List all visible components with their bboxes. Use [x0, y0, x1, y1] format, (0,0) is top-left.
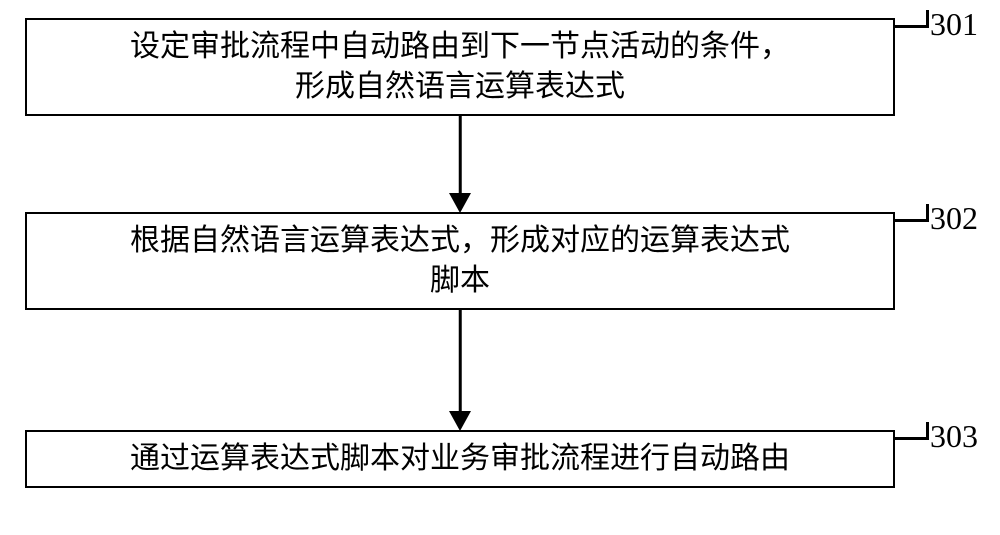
label-tick-1-v: [926, 10, 929, 27]
flow-node-2-line1: 根据自然语言运算表达式，形成对应的运算表达式: [130, 224, 790, 257]
arrow-2-3-head: [449, 411, 471, 431]
flow-node-1: 设定审批流程中自动路由到下一节点活动的条件， 形成自然语言运算表达式: [25, 18, 895, 116]
flow-node-3-text: 通过运算表达式脚本对业务审批流程进行自动路由: [130, 439, 790, 480]
arrow-1-2-line: [459, 116, 462, 193]
flow-node-2: 根据自然语言运算表达式，形成对应的运算表达式 脚本: [25, 212, 895, 310]
label-tick-2-v: [926, 204, 929, 221]
flow-node-1-line2: 形成自然语言运算表达式: [295, 70, 625, 103]
flow-node-1-line1: 设定审批流程中自动路由到下一节点活动的条件，: [130, 30, 790, 63]
flow-node-3: 通过运算表达式脚本对业务审批流程进行自动路由: [25, 430, 895, 488]
flow-node-2-label: 302: [930, 200, 978, 237]
flow-node-1-text: 设定审批流程中自动路由到下一节点活动的条件， 形成自然语言运算表达式: [130, 27, 790, 108]
flow-node-2-text: 根据自然语言运算表达式，形成对应的运算表达式 脚本: [130, 221, 790, 302]
flow-node-2-line2: 脚本: [430, 264, 490, 297]
flow-node-1-label: 301: [930, 6, 978, 43]
label-tick-3-h: [895, 437, 929, 440]
label-tick-3-v: [926, 422, 929, 439]
label-tick-1-h: [895, 25, 929, 28]
flow-node-3-line1: 通过运算表达式脚本对业务审批流程进行自动路由: [130, 442, 790, 475]
arrow-2-3-line: [459, 310, 462, 411]
arrow-1-2-head: [449, 193, 471, 213]
label-tick-2-h: [895, 219, 929, 222]
flow-node-3-label: 303: [930, 418, 978, 455]
